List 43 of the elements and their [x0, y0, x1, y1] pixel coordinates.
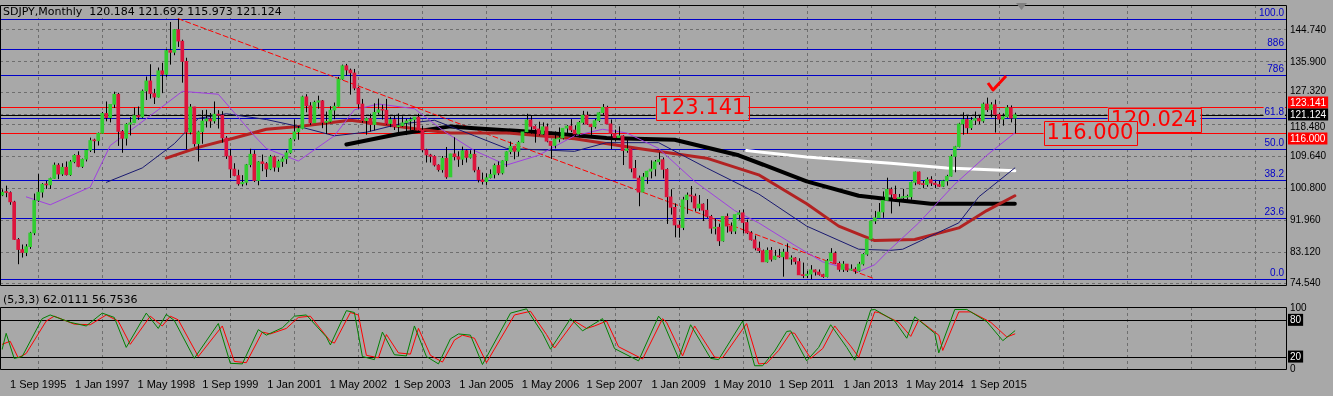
- chart-title: SDJPY,Monthly 120.184 121.692 115.973 121.124: [1, 5, 284, 18]
- y-tick-label: 118.480: [1290, 120, 1326, 132]
- x-tick-label: 1 May 2010: [713, 378, 772, 391]
- annotation: 61.8: [1264, 105, 1285, 117]
- y-tick-label: 100: [1290, 301, 1308, 313]
- x-tick-label: 1 Sep 1995: [10, 378, 67, 391]
- annotation: 23.6: [1264, 205, 1285, 217]
- y-tick-label: 0: [1290, 363, 1296, 375]
- x-tick-label: 1 Jan 2005: [459, 378, 514, 391]
- x-tick-label: 1 Sep 1999: [202, 378, 259, 391]
- y-tick-label: 80: [1290, 314, 1302, 326]
- x-tick-label: 1 Jan 1997: [75, 378, 130, 391]
- annotation: 123.141: [658, 95, 746, 120]
- y-tick-label: 144.740: [1290, 23, 1327, 35]
- y-tick-label: 121.124: [1290, 108, 1327, 120]
- y-tick-label: 20: [1290, 350, 1302, 362]
- annotation: 886: [1267, 36, 1285, 48]
- x-tick-label: 1 May 1998: [137, 378, 196, 391]
- annotation: 50.0: [1264, 136, 1285, 148]
- y-tick-label: 127.320: [1290, 84, 1327, 96]
- annotation: 786: [1267, 62, 1285, 74]
- x-tick-label: 1 May 2002: [329, 378, 388, 391]
- annotation: 0.0: [1270, 266, 1285, 278]
- y-tick-label: 116.000: [1290, 132, 1326, 144]
- x-tick-label: 1 May 2006: [521, 378, 580, 391]
- y-tick-label: 135.900: [1290, 55, 1327, 67]
- y-tick-label: 83.120: [1290, 246, 1322, 258]
- x-tick-label: 1 Sep 2015: [970, 378, 1027, 391]
- x-tick-label: 1 Sep 2007: [586, 378, 643, 391]
- x-tick-label: 1 Jan 2001: [267, 378, 322, 391]
- y-tick-label: 100.800: [1290, 182, 1327, 194]
- x-tick-label: 1 May 2014: [906, 378, 964, 391]
- x-tick-label: 1 Jan 2013: [843, 378, 898, 391]
- x-tick-label: 1 Sep 2003: [394, 378, 451, 391]
- y-tick-label: 74.540: [1290, 277, 1322, 289]
- x-tick-label: 1 Sep 2011: [778, 378, 835, 391]
- annotation: 38.2: [1264, 167, 1285, 179]
- y-tick-label: 91.960: [1290, 214, 1322, 226]
- annotation: 100.0: [1258, 6, 1285, 18]
- chart-title: (5,3,3) 62.0111 56.7536: [1, 293, 140, 306]
- y-tick-label: 123.141: [1290, 96, 1327, 108]
- y-tick-label: 109.640: [1290, 150, 1327, 162]
- x-tick-label: 1 Jan 2009: [651, 378, 706, 391]
